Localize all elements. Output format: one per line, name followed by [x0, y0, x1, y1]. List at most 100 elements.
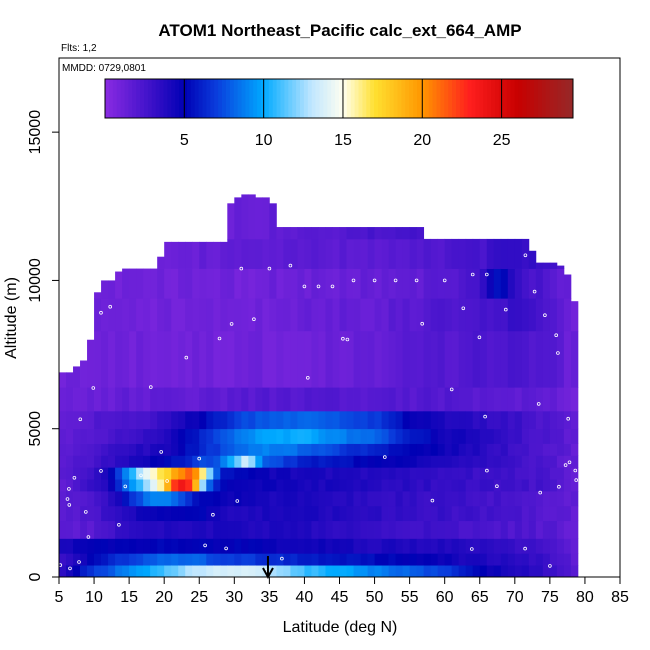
heatmap-cell — [234, 387, 242, 412]
heatmap-cell — [73, 443, 81, 456]
heatmap-cell — [220, 410, 228, 430]
heatmap-cell — [451, 443, 460, 456]
heatmap-cell — [136, 455, 144, 468]
heatmap-cell — [150, 520, 158, 539]
heatmap-cell — [437, 479, 446, 492]
heatmap-cell — [563, 428, 572, 444]
heatmap-cell — [115, 428, 123, 444]
heatmap-cell — [220, 268, 228, 299]
heatmap-cell — [353, 298, 361, 332]
heatmap-cell — [206, 428, 214, 444]
heatmap-cell — [234, 505, 242, 522]
heatmap-cell — [283, 553, 291, 566]
heatmap-cell — [542, 479, 551, 492]
x-tick-label: 25 — [190, 589, 208, 606]
heatmap-cell — [367, 298, 375, 332]
heatmap-cell — [59, 467, 67, 480]
heatmap-cell — [129, 410, 137, 430]
heatmap-cell — [94, 505, 102, 522]
heatmap-cell — [521, 455, 530, 468]
heatmap-cell — [535, 330, 544, 388]
heatmap-cell — [353, 330, 361, 388]
heatmap-cell — [556, 265, 565, 269]
heatmap-cell — [521, 479, 530, 492]
heatmap-cell — [143, 538, 151, 554]
heatmap-cell — [171, 387, 179, 412]
heatmap-cell — [507, 520, 516, 539]
sample-point — [414, 278, 419, 283]
heatmap-cell — [423, 467, 432, 480]
heatmap-cell — [374, 553, 382, 566]
heatmap-cells — [59, 194, 579, 578]
heatmap-cell — [465, 298, 474, 332]
colorbar-swatch — [378, 79, 383, 118]
heatmap-cell — [136, 330, 144, 388]
heatmap-cell — [360, 479, 368, 492]
heatmap-cell — [262, 553, 270, 566]
y-axis-label: Altitude (m) — [3, 277, 20, 359]
heatmap-cell — [227, 238, 235, 269]
heatmap-cell — [108, 553, 116, 566]
sample-point — [573, 468, 578, 473]
heatmap-cell — [500, 490, 509, 507]
heatmap-cell — [87, 553, 95, 566]
heatmap-cell — [262, 197, 270, 240]
heatmap-cell — [220, 479, 228, 492]
colorbar-swatch — [456, 79, 461, 118]
heatmap-cell — [304, 443, 312, 456]
heatmap-cell — [101, 467, 109, 480]
heatmap-cell — [402, 538, 411, 554]
heatmap-cell — [206, 298, 214, 332]
heatmap-cell — [129, 298, 137, 332]
heatmap-cell — [178, 455, 186, 468]
heatmap-cell — [150, 490, 158, 507]
heatmap-cell — [213, 490, 221, 507]
heatmap-cell — [304, 479, 312, 492]
heatmap-cell — [542, 262, 551, 269]
heatmap-cell — [248, 538, 256, 554]
heatmap-cell — [388, 227, 396, 240]
colorbar-swatch — [167, 79, 172, 118]
heatmap-cell — [507, 443, 516, 456]
colorbar-swatch — [105, 79, 110, 118]
heatmap-cell — [241, 538, 249, 554]
heatmap-cell — [276, 479, 284, 492]
heatmap-cell — [332, 443, 340, 456]
heatmap-cell — [255, 505, 263, 522]
heatmap-cell — [507, 565, 516, 578]
heatmap-cell — [346, 238, 354, 269]
heatmap-cell — [276, 227, 284, 240]
heatmap-cell — [297, 520, 305, 539]
heatmap-cell — [430, 428, 439, 444]
sample-point — [84, 510, 88, 514]
heatmap-cell — [227, 203, 235, 240]
heatmap-cell — [542, 538, 551, 554]
heatmap-cell — [199, 520, 207, 539]
heatmap-cell — [241, 520, 249, 539]
heatmap-cell — [367, 565, 375, 578]
heatmap-cell — [157, 467, 165, 480]
heatmap-cell — [409, 553, 418, 566]
heatmap-cell — [388, 467, 396, 480]
heatmap-cell — [339, 565, 347, 578]
heatmap-cell — [248, 565, 256, 578]
heatmap-cell — [395, 443, 404, 456]
heatmap-cell — [164, 455, 172, 468]
heatmap-cell — [171, 490, 179, 507]
sample-point — [372, 278, 377, 283]
heatmap-cell — [465, 565, 474, 578]
heatmap-cell — [262, 238, 270, 269]
heatmap-cell — [430, 479, 439, 492]
heatmap-cell — [500, 428, 509, 444]
heatmap-cell — [311, 505, 319, 522]
heatmap-cell — [437, 538, 446, 554]
heatmap-cell — [80, 387, 88, 412]
sample-point — [108, 304, 112, 309]
heatmap-cell — [346, 538, 354, 554]
heatmap-cell — [185, 467, 193, 480]
heatmap-cell — [409, 443, 418, 456]
heatmap-cell — [514, 467, 523, 480]
heatmap-cell — [318, 298, 326, 332]
heatmap-cell — [178, 467, 186, 480]
heatmap-cell — [129, 428, 137, 444]
